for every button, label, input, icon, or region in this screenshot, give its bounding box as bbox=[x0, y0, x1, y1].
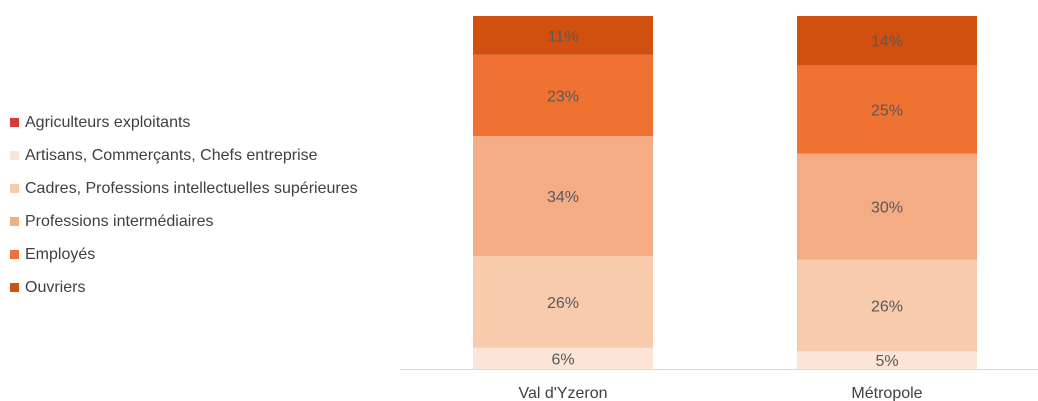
bar-segment bbox=[797, 65, 977, 154]
legend: Agriculteurs exploitants Artisans, Commer… bbox=[10, 106, 402, 304]
data-label: 23% bbox=[547, 88, 579, 105]
bar-segment bbox=[797, 153, 977, 260]
bar-segment bbox=[473, 256, 653, 348]
data-label: 30% bbox=[871, 200, 903, 217]
legend-swatch bbox=[10, 184, 19, 193]
data-label: 5% bbox=[875, 353, 898, 370]
legend-label: Employés bbox=[25, 245, 96, 263]
data-label: 14% bbox=[871, 34, 903, 51]
data-label: 11% bbox=[548, 28, 579, 45]
bar-segment bbox=[473, 16, 653, 55]
legend-swatch bbox=[10, 118, 19, 127]
bar-segment bbox=[473, 347, 653, 369]
bar-segment bbox=[473, 54, 653, 137]
legend-item: Agriculteurs exploitants bbox=[10, 106, 402, 139]
legend-swatch bbox=[10, 250, 19, 259]
category-label: Métropole bbox=[851, 385, 922, 401]
legend-item: Employés bbox=[10, 238, 402, 271]
bar-segment bbox=[797, 259, 977, 352]
legend-label: Artisans, Commerçants, Chefs entreprise bbox=[25, 146, 318, 164]
bar-segment bbox=[797, 16, 977, 66]
legend-swatch bbox=[10, 151, 19, 160]
legend-label: Professions intermédiaires bbox=[25, 212, 214, 230]
legend-label: Ouvriers bbox=[25, 278, 86, 296]
legend-item: Professions intermédiaires bbox=[10, 205, 402, 238]
legend-swatch bbox=[10, 217, 19, 226]
legend-item: Artisans, Commerçants, Chefs entreprise bbox=[10, 139, 402, 172]
legend-swatch bbox=[10, 283, 19, 292]
legend-item: Cadres, Professions intellectuelles supé… bbox=[10, 172, 402, 205]
data-label: 26% bbox=[871, 298, 903, 315]
data-label: 26% bbox=[547, 295, 579, 312]
legend-item: Ouvriers bbox=[10, 271, 402, 304]
category-label: Val d'Yzeron bbox=[518, 385, 607, 401]
data-label: 34% bbox=[547, 189, 579, 206]
data-label: 6% bbox=[551, 351, 574, 368]
data-label: 25% bbox=[871, 103, 903, 120]
legend-label: Cadres, Professions intellectuelles supé… bbox=[25, 179, 358, 197]
bar-segment bbox=[797, 351, 977, 369]
legend-label: Agriculteurs exploitants bbox=[25, 113, 191, 131]
bar-segment bbox=[473, 136, 653, 257]
